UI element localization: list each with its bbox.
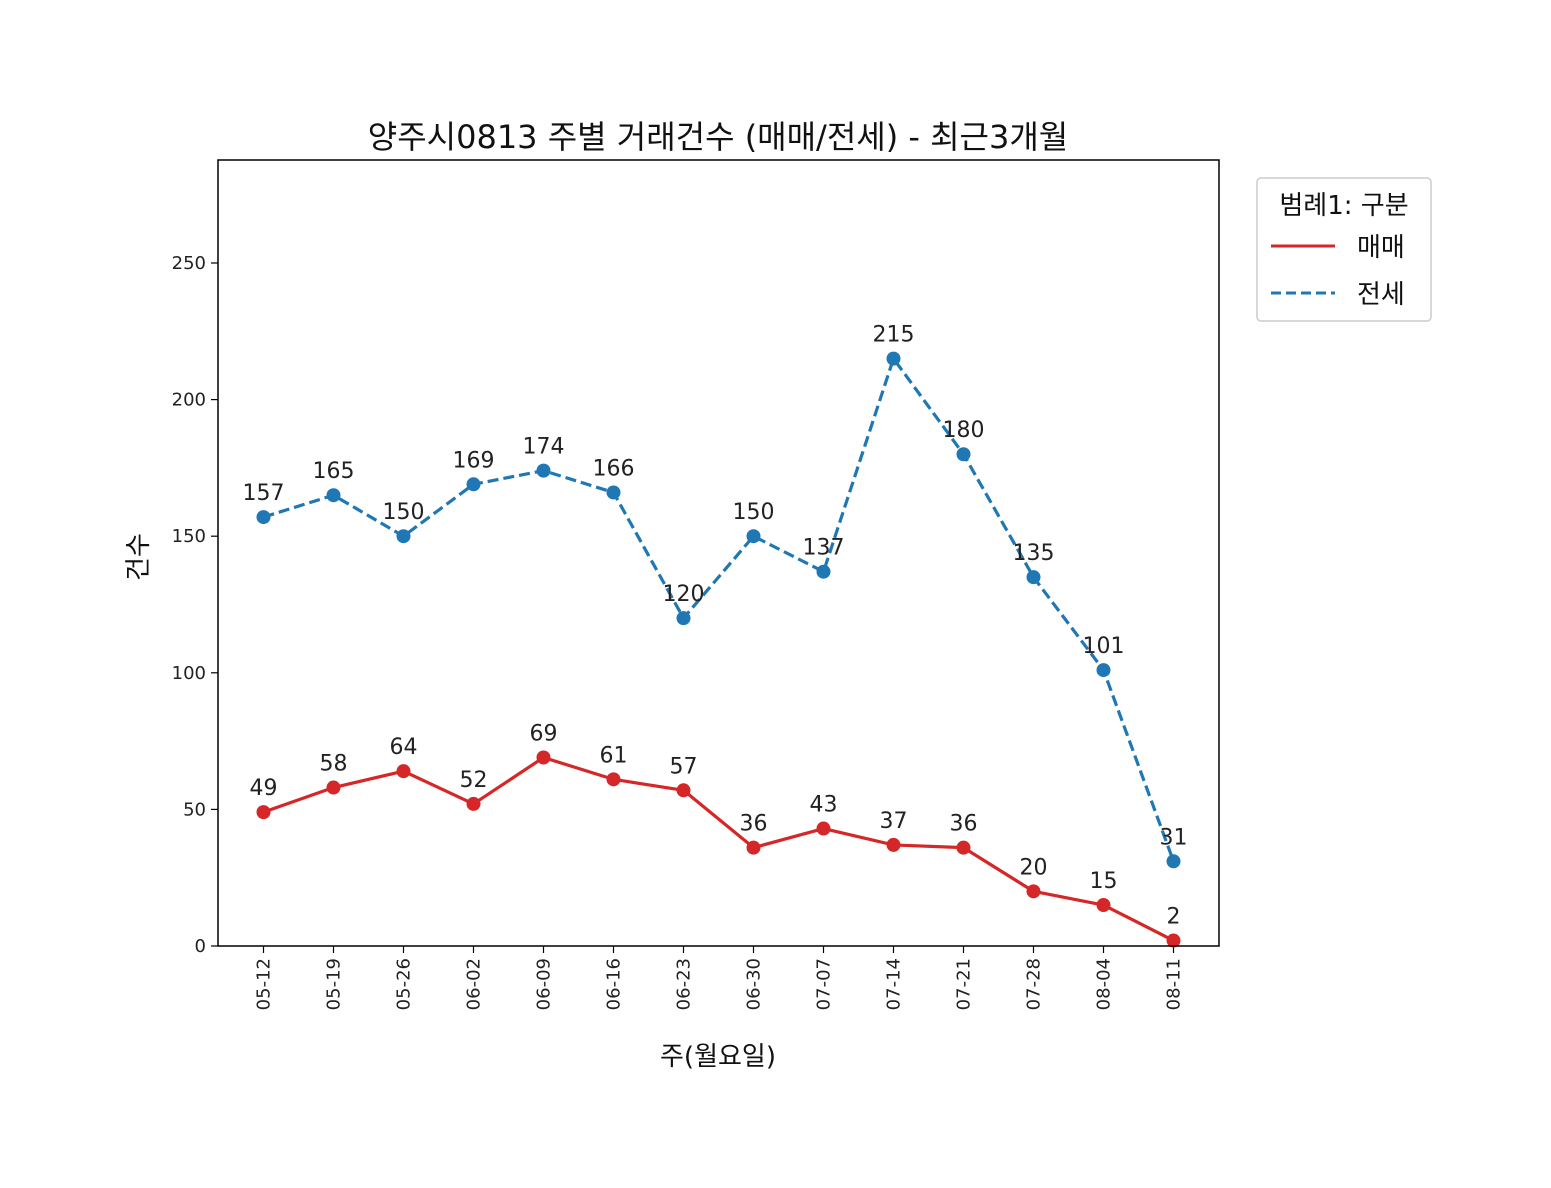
y-tick-label: 150 (172, 526, 206, 547)
data-point-매매 (1166, 933, 1181, 948)
data-label-매매: 58 (320, 752, 348, 777)
y-tick-label: 0 (195, 936, 206, 957)
x-tick-label: 05-12 (254, 958, 275, 1010)
plot-frame (217, 159, 1220, 947)
data-point-매매 (256, 805, 271, 820)
legend-box (1256, 177, 1432, 322)
data-point-매매 (396, 764, 411, 779)
data-label-매매: 36 (950, 812, 978, 837)
y-tick-label: 50 (183, 799, 206, 820)
data-label-매매: 20 (1020, 855, 1048, 880)
y-tick-label: 250 (172, 253, 206, 274)
data-label-전세: 180 (943, 418, 985, 443)
x-tick-label: 05-19 (324, 958, 345, 1010)
data-label-매매: 57 (670, 754, 698, 779)
data-point-전세 (886, 351, 901, 366)
data-label-매매: 52 (460, 768, 488, 793)
x-tick-label: 07-28 (1024, 958, 1045, 1010)
data-label-매매: 43 (810, 793, 838, 818)
y-tick-label: 100 (172, 663, 206, 684)
data-label-매매: 49 (250, 776, 278, 801)
data-point-전세 (536, 463, 551, 478)
x-tick-label: 08-11 (1164, 958, 1185, 1010)
data-label-전세: 215 (873, 323, 915, 348)
data-point-전세 (1166, 854, 1181, 869)
data-label-전세: 137 (803, 536, 845, 561)
x-tick-label: 08-04 (1094, 958, 1115, 1010)
data-point-매매 (326, 780, 341, 795)
data-label-전세: 174 (523, 435, 565, 460)
data-point-매매 (1096, 898, 1111, 913)
x-tick-label: 06-09 (534, 958, 555, 1010)
data-label-전세: 165 (313, 459, 355, 484)
x-tick-label: 07-21 (954, 958, 975, 1010)
data-point-매매 (886, 837, 901, 852)
data-point-전세 (816, 564, 831, 579)
data-label-전세: 150 (733, 500, 775, 525)
data-point-매매 (606, 772, 621, 787)
data-label-전세: 150 (383, 500, 425, 525)
data-point-매매 (1026, 884, 1041, 899)
x-tick-label: 05-26 (394, 958, 415, 1010)
data-point-전세 (1096, 663, 1111, 678)
data-point-매매 (676, 783, 691, 798)
data-label-전세: 157 (243, 481, 285, 506)
data-point-전세 (746, 529, 761, 544)
data-label-매매: 15 (1090, 869, 1118, 894)
data-label-전세: 120 (663, 582, 705, 607)
y-axis-label: 건수 (124, 533, 154, 581)
x-tick-label: 06-16 (604, 958, 625, 1010)
data-label-매매: 2 (1167, 905, 1181, 930)
data-point-매매 (956, 840, 971, 855)
legend-label-전세: 전세 (1357, 280, 1405, 310)
data-point-전세 (326, 488, 341, 503)
data-label-매매: 36 (740, 812, 768, 837)
legend-label-매매: 매매 (1357, 233, 1405, 263)
data-point-전세 (466, 477, 481, 492)
data-point-매매 (746, 840, 761, 855)
data-point-전세 (256, 510, 271, 525)
data-point-전세 (1026, 570, 1041, 585)
x-tick-label: 07-14 (884, 958, 905, 1010)
legend: 범례1: 구분 매매 전세 (1256, 177, 1432, 322)
legend-title: 범례1: 구분 (1279, 191, 1408, 221)
x-axis-label: 주(월요일) (660, 1042, 776, 1072)
data-label-전세: 166 (593, 456, 635, 481)
data-point-전세 (956, 447, 971, 462)
data-label-매매: 61 (600, 743, 628, 768)
data-label-매매: 37 (880, 809, 908, 834)
data-point-전세 (396, 529, 411, 544)
data-label-전세: 31 (1160, 825, 1188, 850)
data-label-매매: 64 (390, 735, 418, 760)
data-label-전세: 101 (1083, 634, 1125, 659)
data-point-매매 (536, 750, 551, 765)
x-tick-label: 06-23 (674, 958, 695, 1010)
data-point-전세 (676, 611, 691, 626)
series-line-매매 (262, 755, 1175, 942)
x-tick-label: 06-02 (464, 958, 485, 1010)
x-tick-label: 06-30 (744, 958, 765, 1010)
series-line-전세 (263, 357, 1176, 862)
x-tick-label: 07-07 (814, 958, 835, 1010)
data-label-매매: 69 (530, 721, 558, 746)
data-label-전세: 135 (1013, 541, 1055, 566)
data-label-전세: 169 (453, 448, 495, 473)
data-point-매매 (816, 821, 831, 836)
data-point-매매 (466, 796, 481, 811)
data-point-전세 (606, 485, 621, 500)
y-tick-label: 200 (172, 390, 206, 411)
chart-title: 양주시0813 주별 거래건수 (매매/전세) - 최근3개월 (368, 118, 1068, 156)
